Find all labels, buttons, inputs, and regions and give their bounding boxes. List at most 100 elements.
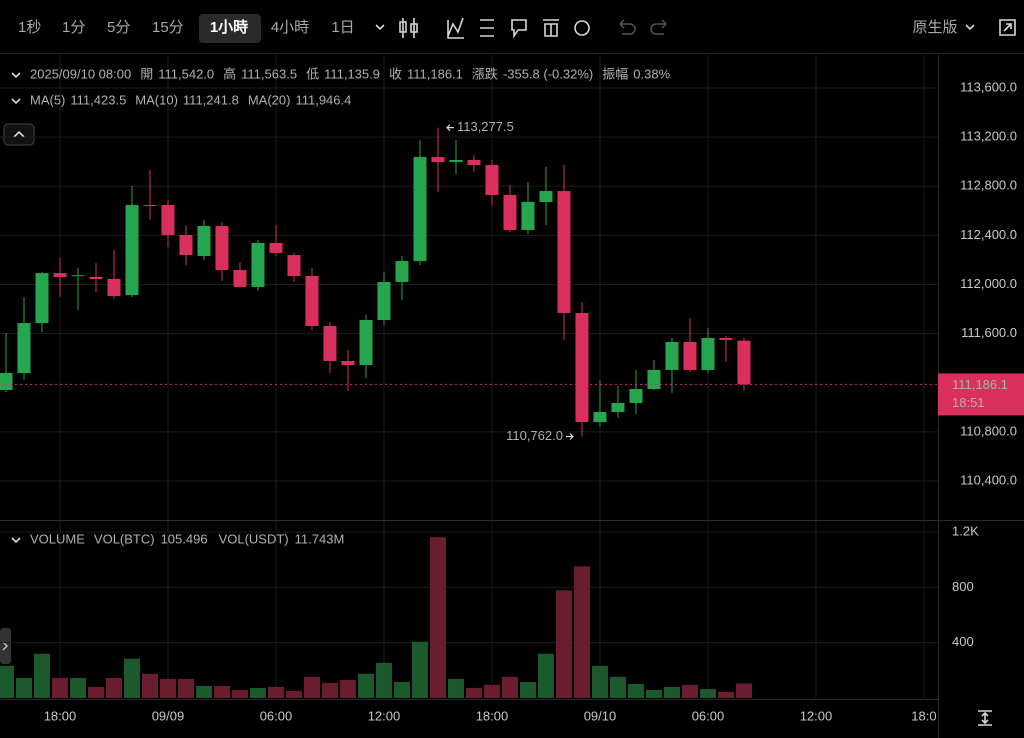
volume-bar	[0, 665, 14, 698]
candle-body	[269, 242, 283, 253]
compare[interactable]	[543, 19, 559, 37]
candle-body	[467, 159, 481, 166]
volume-bar	[303, 676, 320, 698]
volume-bar	[465, 687, 482, 698]
volume-bar	[393, 681, 410, 698]
settings[interactable]	[574, 20, 590, 36]
y-tick-label: 112,000.0	[960, 276, 1017, 291]
volume-bar	[123, 658, 140, 698]
volume-bar	[195, 685, 212, 698]
scale-toggle[interactable]	[978, 710, 992, 726]
candle-body	[647, 369, 661, 389]
volume-tick-label: 800	[952, 579, 974, 594]
candle-body	[125, 205, 139, 296]
y-tick-label: 110,400.0	[960, 472, 1017, 487]
candle-body	[89, 277, 103, 279]
selected-interval-bg	[199, 14, 261, 43]
volume-collapse[interactable]	[11, 537, 21, 544]
x-tick-label: 18:00	[44, 708, 77, 723]
interval-button[interactable]: 5分	[107, 19, 130, 36]
version-dropdown[interactable]	[965, 24, 975, 31]
y-tick-label: 113,200.0	[960, 129, 1017, 144]
candle-body	[629, 388, 643, 403]
candle-body	[107, 278, 121, 297]
indicators[interactable]	[447, 17, 464, 39]
x-tick-label: 06:00	[260, 708, 293, 723]
interval-button[interactable]: 1小時	[210, 18, 248, 36]
volume-bar	[663, 686, 680, 698]
candle-body	[503, 194, 517, 230]
volume-bar	[501, 676, 518, 698]
volume-bar	[645, 689, 662, 698]
toolbar-icons	[375, 17, 1016, 39]
legend-time: 2025/09/10 08:00	[30, 66, 131, 81]
volume-bar	[591, 665, 608, 698]
volume-tick-label: 1.2K	[952, 523, 979, 538]
redo[interactable]	[650, 19, 667, 35]
volume-bar	[87, 686, 104, 698]
candle-body	[431, 157, 445, 163]
interval-button[interactable]: 1日	[331, 19, 354, 36]
legend-value: 111,186.1	[407, 66, 463, 81]
version-select[interactable]: 原生版	[912, 19, 957, 36]
candle-body	[557, 191, 571, 313]
volume-title: VOLUME	[30, 531, 85, 546]
x-tick-label: 18:00	[476, 708, 509, 723]
more-intervals[interactable]	[375, 24, 385, 31]
volume-bar	[339, 679, 356, 698]
side-tab[interactable]	[0, 628, 11, 664]
x-tick-label: 09/10	[584, 708, 617, 723]
volume-bar	[33, 653, 50, 698]
high-label: 113,277.5	[457, 119, 514, 134]
template[interactable]	[511, 19, 527, 39]
last-price-box	[938, 373, 1024, 416]
volume-bar	[411, 641, 428, 698]
volume-bar	[357, 673, 374, 698]
y-tick-label: 112,400.0	[960, 227, 1017, 242]
draw-tools[interactable]	[480, 19, 494, 37]
volume-bar	[285, 690, 302, 698]
volume-bar	[447, 678, 464, 698]
x-tick-label: 06:00	[692, 708, 725, 723]
candle-body	[539, 191, 553, 202]
interval-button[interactable]: 4小時	[271, 19, 309, 36]
ma-collapse[interactable]	[11, 98, 21, 105]
volume-bar	[699, 689, 716, 698]
candle-body	[719, 338, 733, 340]
candle-body	[143, 205, 157, 207]
volume-bar	[627, 683, 644, 698]
interval-button[interactable]: 1分	[62, 19, 85, 36]
legend-label: 收	[389, 66, 402, 81]
ma-value: 111,423.5	[70, 92, 126, 107]
countdown: 18:51	[952, 395, 985, 410]
undo[interactable]	[619, 19, 636, 35]
candle-body	[71, 275, 85, 277]
candle-body	[377, 282, 391, 320]
legend-collapse[interactable]	[11, 72, 21, 79]
candle-body	[449, 159, 463, 163]
volume-bar	[483, 684, 500, 698]
legend-value: 111,135.9	[324, 66, 380, 81]
volume-bar	[69, 677, 86, 698]
candle-body	[521, 201, 535, 230]
collapse-button[interactable]	[3, 123, 35, 146]
low-arrow	[565, 433, 574, 440]
x-tick-label: 12:00	[368, 708, 401, 723]
fullscreen[interactable]	[999, 19, 1016, 36]
candle-body	[0, 373, 13, 390]
volume-bar	[51, 677, 68, 698]
volume-value: 11.743M	[295, 531, 345, 546]
y-tick-label: 113,600.0	[960, 79, 1017, 94]
legend-label: 振幅	[602, 66, 628, 81]
last-price-label: 111,186.1	[952, 377, 1008, 392]
ma-label: MA(20)	[248, 92, 291, 107]
volume-bar	[141, 673, 158, 698]
candle-body	[251, 242, 265, 287]
ma-value: 111,946.4	[295, 92, 351, 107]
candle-body	[215, 226, 229, 271]
legend-value: 0.38%	[633, 66, 670, 81]
interval-button[interactable]: 15分	[152, 19, 184, 36]
candle-type[interactable]	[399, 18, 418, 38]
y-tick-label: 111,600.0	[961, 325, 1017, 340]
interval-button[interactable]: 1秒	[18, 19, 41, 36]
